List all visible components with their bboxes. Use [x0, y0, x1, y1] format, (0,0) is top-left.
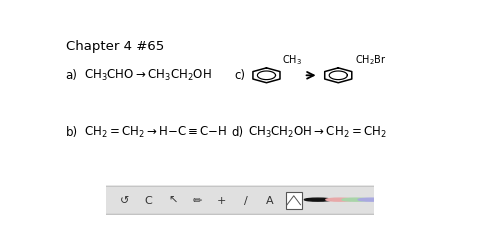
Text: ↖: ↖	[168, 195, 178, 205]
Text: $\mathregular{CH_3CH_2OH \rightarrow CH_2{=}CH_2}$: $\mathregular{CH_3CH_2OH \rightarrow CH_…	[248, 124, 386, 139]
Text: ✏: ✏	[192, 195, 202, 205]
Circle shape	[342, 198, 369, 201]
Text: $\mathregular{CH_3}$: $\mathregular{CH_3}$	[282, 53, 302, 67]
Circle shape	[326, 198, 353, 201]
Text: A: A	[266, 195, 274, 205]
Text: C: C	[145, 195, 153, 205]
Text: a): a)	[66, 69, 77, 82]
FancyBboxPatch shape	[286, 192, 302, 209]
Circle shape	[304, 198, 332, 201]
Text: d): d)	[231, 125, 243, 138]
Text: $\mathregular{CH_3CHO \rightarrow CH_3CH_2OH}$: $\mathregular{CH_3CHO \rightarrow CH_3CH…	[84, 68, 212, 83]
FancyBboxPatch shape	[100, 186, 380, 214]
Text: $\mathregular{CH_2Br}$: $\mathregular{CH_2Br}$	[355, 53, 386, 67]
Text: /: /	[243, 195, 247, 205]
Text: c): c)	[235, 69, 246, 82]
Text: $\mathregular{CH_2{=}CH_2 \rightarrow H{-}C{\equiv}C{-}H}$: $\mathregular{CH_2{=}CH_2 \rightarrow H{…	[84, 124, 228, 139]
Text: +: +	[216, 195, 226, 205]
Circle shape	[358, 198, 385, 201]
Text: ↺: ↺	[120, 195, 129, 205]
Text: b): b)	[66, 125, 78, 138]
Text: Chapter 4 #65: Chapter 4 #65	[66, 40, 164, 53]
